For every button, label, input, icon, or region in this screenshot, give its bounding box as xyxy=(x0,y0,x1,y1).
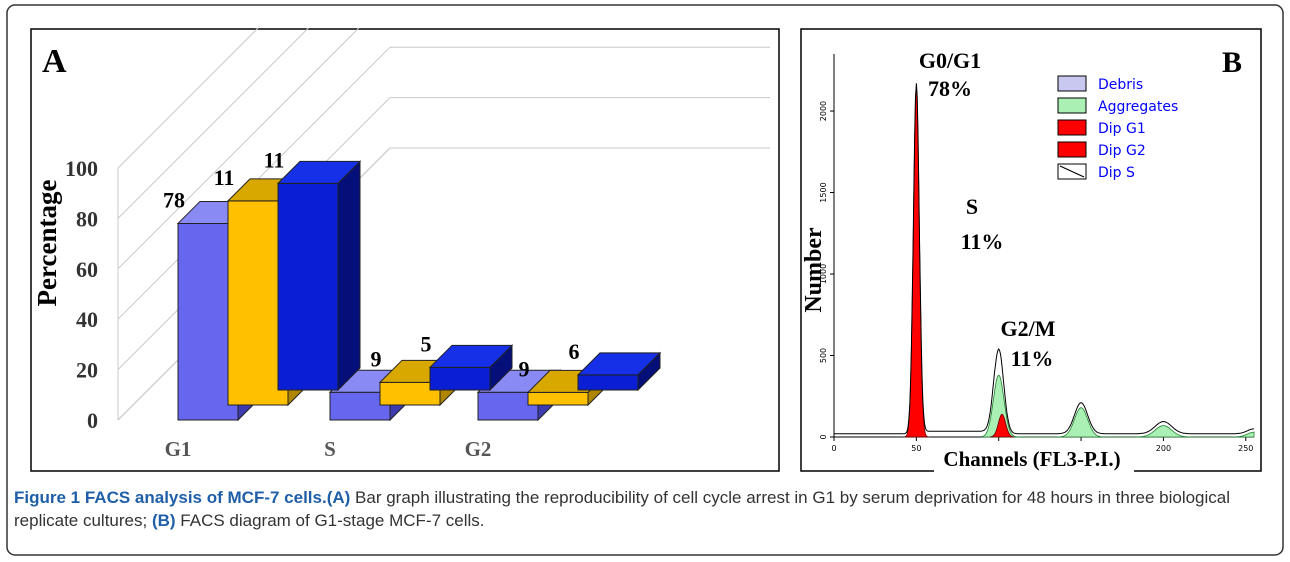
bar-top-s2-S xyxy=(428,344,514,368)
peak-label-0: G0/G1 xyxy=(919,48,981,73)
y-tick-label: 20 xyxy=(76,358,98,383)
grid-line-5 xyxy=(117,28,259,169)
panel-b-y-axis-label: Number xyxy=(801,227,827,313)
y-tick-label: 1500 xyxy=(819,182,828,202)
grid-line-3 xyxy=(117,28,360,270)
x-tick-label: 250 xyxy=(1238,444,1253,453)
value-label-s0-G1: 78 xyxy=(163,187,185,212)
x-category-S: S xyxy=(324,437,336,461)
panel-a-bars: 78818211991156 xyxy=(163,147,662,422)
bar-side-s2-G1 xyxy=(337,160,361,392)
legend-label-4: Dip S xyxy=(1098,165,1135,181)
panel-b-x-axis-label: Channels (FL3-P.I.) xyxy=(943,447,1120,471)
bar-top-s2-G1 xyxy=(276,160,362,184)
y-tick-label: 1000 xyxy=(819,264,828,284)
value-label-s1-G2: 9 xyxy=(519,356,530,381)
x-tick-label: 200 xyxy=(1156,444,1171,453)
x-category-G1: G1 xyxy=(165,437,192,461)
panel-a-y-ticks: 0 20 40 60 80 100 xyxy=(65,156,98,433)
peak-label-2: G2/M xyxy=(1001,316,1056,341)
panel-b-peak-labels: G0/G1 78% S 11% G2/M 11% xyxy=(919,48,1056,371)
x-category-G2: G2 xyxy=(465,437,492,461)
panel-b-letter: B xyxy=(1222,46,1242,79)
legend-swatch-0 xyxy=(1057,75,1087,92)
panel-a-letter: A xyxy=(42,43,67,80)
peak-percent-0: 78% xyxy=(928,76,972,101)
bar-front-s2-G2 xyxy=(577,374,639,391)
y-tick-label: 60 xyxy=(76,257,98,282)
y-tick-label: 2000 xyxy=(819,101,828,121)
legend-swatch-3 xyxy=(1057,141,1087,158)
bar-front-s2-G1 xyxy=(277,182,339,391)
dip-g2-area xyxy=(989,413,1015,438)
peak-label-1: S xyxy=(966,194,978,219)
figure-frame xyxy=(6,4,1284,556)
peak-percent-1: 11% xyxy=(961,229,1004,254)
caption-text-a: Bar graph illustrating the reproducibili… xyxy=(14,488,1231,530)
legend-label-2: Dip G1 xyxy=(1098,121,1146,137)
value-label-s2-S: 5 xyxy=(421,331,432,356)
legend-label-0: Debris xyxy=(1098,77,1143,93)
caption-ref-b: (B) xyxy=(151,511,176,530)
aggregates-area xyxy=(981,374,1255,438)
y-tick-label: 100 xyxy=(65,156,98,181)
histogram-panel-b: B 0501001502002500500100015002000 G0/G17… xyxy=(800,28,1262,472)
peak-percent-2: 11% xyxy=(1011,346,1054,371)
bar-front-s1-G2 xyxy=(527,391,589,406)
caption-title: Figure 1 FACS analysis of MCF-7 cells. xyxy=(14,488,327,507)
total-histogram-outline xyxy=(834,83,1254,435)
y-tick-label: 500 xyxy=(819,348,828,363)
grid-line-4 xyxy=(117,28,310,219)
panel-a-y-axis-label: Percentage xyxy=(32,180,62,307)
panel-a-x-categories: G1 S G2 xyxy=(165,437,492,461)
value-label-s2-G2: 6 xyxy=(569,339,580,364)
caption-text-b: FACS diagram of G1-stage MCF-7 cells. xyxy=(175,511,485,530)
panel-b-x-label-bg xyxy=(934,444,1134,472)
y-tick-label: 40 xyxy=(76,307,98,332)
value-label-s1-S: 9 xyxy=(371,346,382,371)
value-label-s2-G1: 11 xyxy=(264,147,285,172)
panel-b-curves xyxy=(834,83,1255,438)
y-tick-label: 0 xyxy=(819,434,828,439)
x-tick-label: 0 xyxy=(831,444,836,453)
x-tick-label: 50 xyxy=(911,444,921,453)
legend-label-3: Dip G2 xyxy=(1098,143,1146,159)
panel-b-border xyxy=(800,28,1262,472)
value-label-s1-G1: 11 xyxy=(214,165,235,190)
figure-caption: Figure 1 FACS analysis of MCF-7 cells.(A… xyxy=(14,486,1276,532)
y-tick-label: 0 xyxy=(87,408,98,433)
bar-front-s2-S xyxy=(429,366,491,391)
legend-label-1: Aggregates xyxy=(1098,99,1178,115)
caption-ref-a: (A) xyxy=(326,488,351,507)
bar-top-s2-G2 xyxy=(576,352,662,376)
y-tick-label: 80 xyxy=(76,206,98,231)
legend-swatch-1 xyxy=(1057,97,1087,114)
legend-swatch-hatch xyxy=(1059,165,1085,178)
legend-swatch-2 xyxy=(1057,119,1087,136)
panel-b-legend: Debris Aggregates Dip G1 Dip G2 Dip S xyxy=(1057,75,1178,181)
